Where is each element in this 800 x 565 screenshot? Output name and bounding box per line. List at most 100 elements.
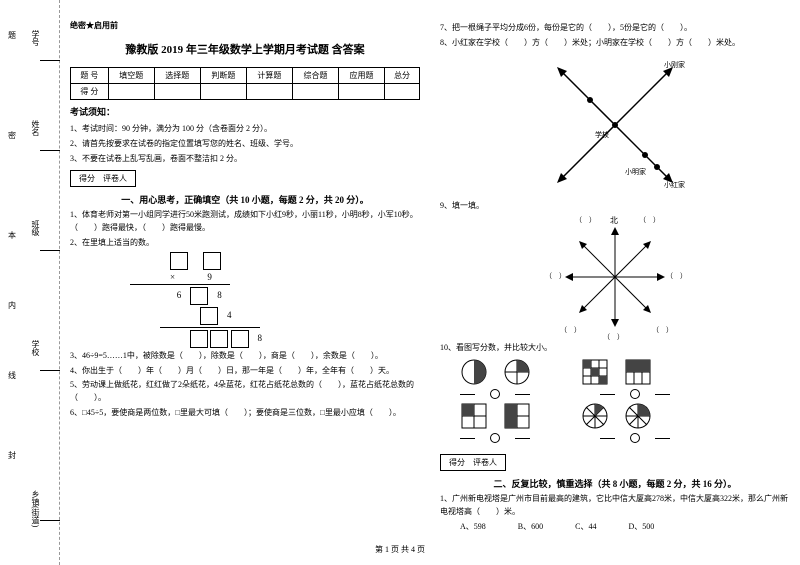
- question-2: 2、在里填上适当的数。: [70, 237, 420, 250]
- grid-2x3-icon: [624, 358, 652, 386]
- th: 总分: [385, 68, 420, 84]
- grid-3x3-icon: [581, 358, 609, 386]
- blank-paren: （ ）: [560, 325, 581, 335]
- question-9: 9、填一填。: [440, 200, 790, 213]
- label-xiaogang: 小刚家: [664, 60, 685, 70]
- circle-quarter-icon: [503, 358, 531, 386]
- section-1-title: 一、用心思考，正确填空（共 10 小题，每题 2 分，共 20 分）。: [70, 193, 420, 206]
- blank-box: [231, 330, 249, 348]
- exam-title: 豫教版 2019 年三年级数学上学期月考试题 含答案: [70, 41, 420, 57]
- th: 计算题: [246, 68, 292, 84]
- question-8: 8、小红家在学校（ ）方（ ）米处；小明家在学校（ ）方（ ）米处。: [440, 37, 790, 50]
- margin-label: 学校: [30, 340, 41, 356]
- margin-label: 姓名: [30, 120, 41, 136]
- question-4: 4、你出生于（ ）年（ ）月（ ）日，那一年是（ ）年，全年有（ ）天。: [70, 365, 420, 378]
- margin-line: [40, 150, 60, 151]
- question-1: 1、体育老师对第一小组同学进行50米跑测试，成绩如下小红9秒，小丽11秒，小明8…: [70, 209, 420, 235]
- seal-char: 内: [8, 300, 16, 311]
- compass-8-svg: [555, 217, 675, 337]
- compass-8-diagram: 北 （ ） （ ） （ ） （ ） （ ） （ ） （ ）: [555, 217, 675, 337]
- left-column: 绝密★启用前 豫教版 2019 年三年级数学上学期月考试题 含答案 题 号 填空…: [70, 20, 420, 536]
- th: 综合题: [292, 68, 338, 84]
- notice-text: 2、请首先按要求在试卷的指定位置填写您的姓名、班级、学号。: [70, 138, 420, 151]
- compass-x-diagram: 小刚家 学校 小明家 小红家: [545, 55, 685, 195]
- question-6: 6、□45÷5，要使商是两位数，□里最大可填（ ）；要使商是三位数，□里最小应填…: [70, 407, 420, 420]
- math-row: 8: [150, 330, 420, 348]
- th: 应用题: [339, 68, 385, 84]
- td: [246, 84, 292, 100]
- fraction-row-1: [440, 358, 790, 386]
- td: [154, 84, 200, 100]
- table-row: 题 号 填空题 选择题 判断题 计算题 综合题 应用题 总分: [71, 68, 420, 84]
- mult-sign: ×: [170, 272, 175, 282]
- compare-circle-icon: [630, 433, 640, 443]
- margin-line: [40, 520, 60, 521]
- section-2-title: 二、反复比较，慎重选择（共 8 小题，每题 2 分，共 16 分）。: [440, 477, 790, 490]
- td: [108, 84, 154, 100]
- question-5: 5、劳动课上做纸花，红红做了2朵纸花，4朵蓝花，红花占纸花总数的（ ），蓝花占纸…: [70, 379, 420, 405]
- digit-8: 8: [211, 290, 229, 300]
- digit-9: 9: [207, 272, 212, 282]
- vertical-multiplication: × 9 6 8 4 8: [70, 252, 420, 348]
- math-row: [130, 252, 420, 270]
- page-footer: 第 1 页 共 4 页: [0, 544, 800, 555]
- option-a: A、598: [460, 522, 486, 531]
- score-box: 得分 评卷人: [440, 454, 506, 471]
- blank-box: [190, 287, 208, 305]
- square-quarter-icon: [503, 402, 531, 430]
- fraction-compare-row: [440, 433, 790, 443]
- circle-eighth-icon: [624, 402, 652, 430]
- score-table: 题 号 填空题 选择题 判断题 计算题 综合题 应用题 总分 得 分: [70, 67, 420, 100]
- table-row: 得 分: [71, 84, 420, 100]
- notice-heading: 考试须知：: [70, 105, 420, 118]
- th: 题 号: [71, 68, 109, 84]
- circle-eighth-icon: [581, 402, 609, 430]
- digit-6: 6: [170, 290, 188, 300]
- th: 选择题: [154, 68, 200, 84]
- blank-box: [170, 252, 188, 270]
- math-row: 6 8: [130, 287, 420, 305]
- seal-char: 本: [8, 230, 16, 241]
- score-box: 得分 评卷人: [70, 170, 136, 187]
- td: 得 分: [71, 84, 109, 100]
- mc-options: A、598 B、600 C、44 D、500: [440, 521, 790, 534]
- seal-char: 题: [8, 30, 16, 41]
- blank-paren: （ ）: [652, 325, 673, 335]
- option-d: D、500: [628, 522, 654, 531]
- fraction-compare-row: [440, 389, 790, 399]
- mc-question-1: 1、广州新电视塔是广州市目前最高的建筑，它比中信大厦高278米，中信大厦高322…: [440, 493, 790, 519]
- td: [200, 84, 246, 100]
- blank-box: [210, 330, 228, 348]
- label-school: 学校: [595, 130, 609, 140]
- question-10: 10、看图写分数，并比较大小。: [440, 342, 790, 355]
- math-row: × 9: [130, 272, 230, 285]
- margin-label: 乡镇(街道): [30, 490, 41, 527]
- seal-char: 密: [8, 130, 16, 141]
- option-b: B、600: [518, 522, 543, 531]
- blank-box: [190, 330, 208, 348]
- square-quarter-icon: [460, 402, 488, 430]
- blank-paren: （ ）: [666, 271, 687, 281]
- right-column: 7、把一根绳子平均分成6份，每份是它的（ ），5份是它的（ ）。 8、小红家在学…: [440, 20, 790, 536]
- circle-half-icon: [460, 358, 488, 386]
- label-xiaoming: 小明家: [625, 167, 646, 177]
- margin-line: [40, 60, 60, 61]
- seal-char: 线: [8, 370, 16, 381]
- blank-box: [203, 252, 221, 270]
- page: 学号 姓名 班级 学校 乡镇(街道) 题 密 本 内 线 封 绝密★启用前 豫教…: [0, 0, 800, 565]
- question-7: 7、把一根绳子平均分成6份，每份是它的（ ），5份是它的（ ）。: [440, 22, 790, 35]
- blank-box: [200, 307, 218, 325]
- margin-label: 学号: [30, 30, 41, 46]
- north-label: 北: [610, 215, 618, 226]
- digit-4: 4: [220, 310, 238, 320]
- blank-paren: （ ）: [603, 332, 624, 342]
- compass-x-svg: [545, 55, 685, 195]
- notice-text: 3、不要在试卷上乱写乱画，卷面不整洁扣 2 分。: [70, 153, 420, 166]
- content-area: 绝密★启用前 豫教版 2019 年三年级数学上学期月考试题 含答案 题 号 填空…: [70, 20, 790, 536]
- math-row: 4: [160, 307, 260, 328]
- th: 填空题: [108, 68, 154, 84]
- compare-circle-icon: [490, 389, 500, 399]
- notice-text: 1、考试时间：90 分钟，满分为 100 分（含卷面分 2 分）。: [70, 123, 420, 136]
- td: [292, 84, 338, 100]
- label-xiaohong: 小红家: [664, 180, 685, 190]
